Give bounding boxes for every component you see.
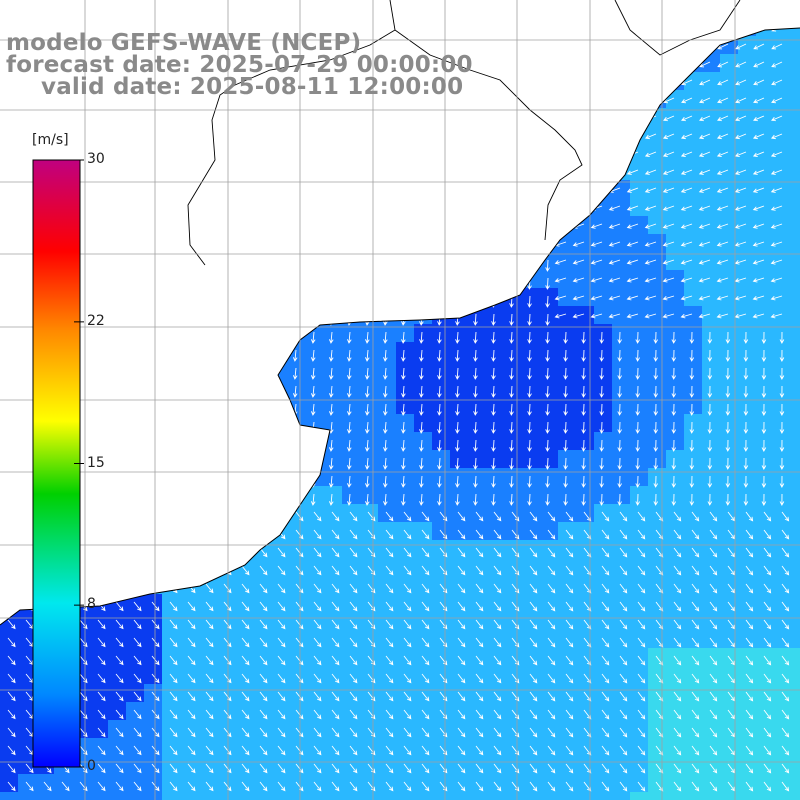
colorbar-tick-label: 30 (87, 151, 105, 167)
title-model: modelo GEFS-WAVE (NCEP) (6, 30, 362, 56)
border-line (394, 29, 583, 241)
colorbar (32, 159, 81, 768)
title-valid-date: valid date: 2025-08-11 12:00:00 (41, 74, 464, 100)
colorbar-tick-label: 0 (87, 758, 96, 774)
title-forecast-date: forecast date: 2025-07-29 00:00:00 (6, 52, 473, 78)
coastline (0, 27, 800, 626)
colorbar-unit: [m/s] (32, 132, 69, 148)
colorbar-tick-label: 22 (87, 312, 105, 329)
border-line (389, 0, 396, 31)
colorbar-tick-label: 15 (87, 454, 105, 471)
border-line (187, 29, 396, 266)
border-line (614, 0, 741, 56)
colorbar-tick-label: 8 (87, 596, 96, 613)
